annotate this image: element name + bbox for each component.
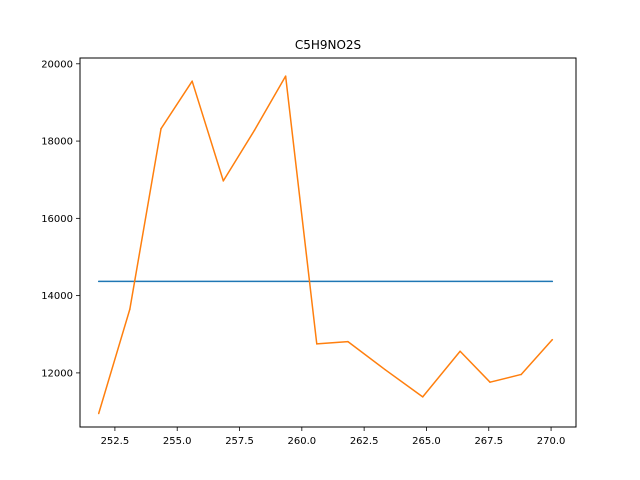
data-point <box>97 280 100 283</box>
x-tick-label: 255.0 <box>163 436 192 447</box>
data-point <box>284 75 287 77</box>
x-tick-label: 252.5 <box>101 436 130 447</box>
data-point <box>222 180 225 182</box>
x-axis: 252.5 255.0 257.5 260.0 262.5 265.0 267.5 270.0 <box>101 427 566 447</box>
x-tick-label: 267.5 <box>474 436 503 447</box>
data-point <box>316 343 318 345</box>
series-2 <box>97 75 554 415</box>
data-point <box>191 80 193 82</box>
data-point <box>384 369 387 371</box>
y-tick-label: 12000 <box>41 368 73 379</box>
x-tick-label: 270.0 <box>537 436 566 447</box>
y-tick-label: 18000 <box>41 137 73 148</box>
data-point <box>253 129 256 131</box>
data-point <box>551 280 554 283</box>
series-line <box>97 75 553 414</box>
data-point <box>421 396 424 398</box>
data-point <box>489 381 491 383</box>
data-point <box>160 127 162 130</box>
x-tick-label: 262.5 <box>350 436 379 447</box>
data-point <box>97 412 100 415</box>
plot-frame <box>79 57 577 428</box>
data-point <box>347 340 349 343</box>
series-layer <box>97 75 554 415</box>
data-point <box>551 338 554 341</box>
x-tick-label: 265.0 <box>412 436 441 447</box>
y-tick-label: 14000 <box>41 291 73 302</box>
data-point <box>520 373 522 376</box>
y-axis: 12000 14000 16000 18000 20000 <box>41 59 80 379</box>
y-tick-label: 20000 <box>41 59 73 70</box>
y-tick-label: 16000 <box>41 214 73 225</box>
x-tick-label: 257.5 <box>225 436 254 447</box>
x-tick-label: 260.0 <box>288 436 317 447</box>
chart-title: C5H9NO2S <box>295 38 361 52</box>
series-1 <box>97 280 554 283</box>
data-point <box>459 350 461 353</box>
data-point <box>129 308 131 310</box>
